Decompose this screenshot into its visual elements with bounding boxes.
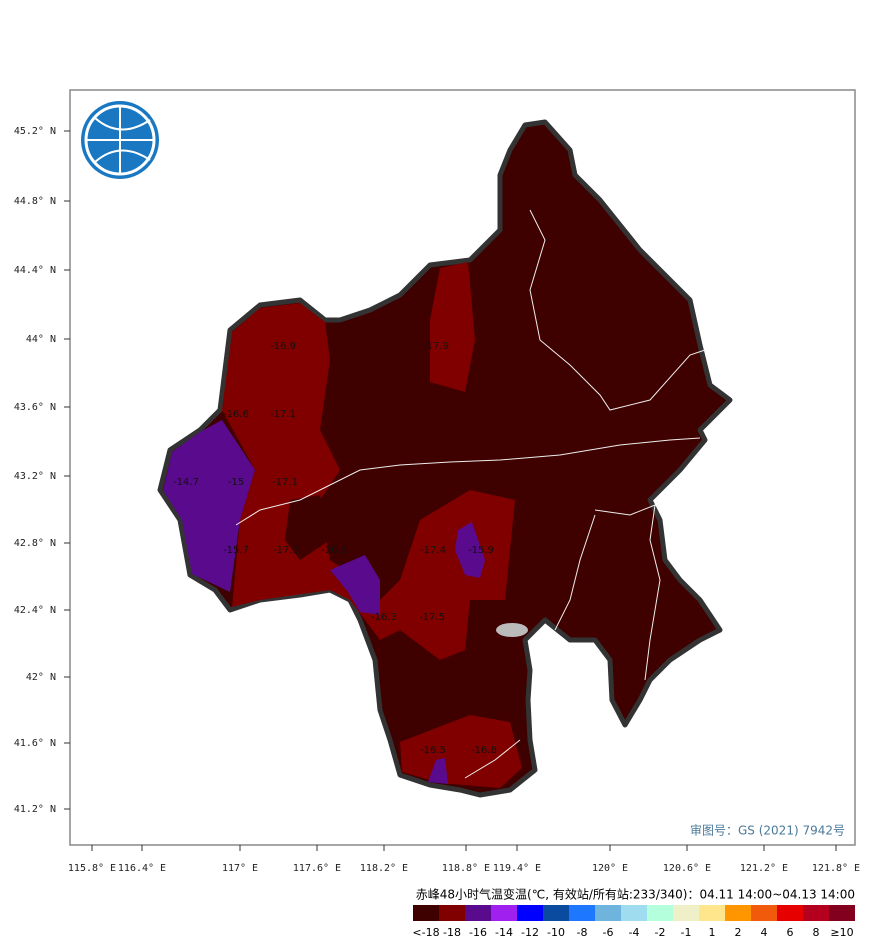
legend-label: <-18: [412, 926, 439, 939]
station-value: -16.9: [321, 545, 347, 556]
lat-label: 43.2° N: [14, 471, 56, 482]
lat-label: 42.8° N: [14, 538, 56, 549]
lat-label: 43.6° N: [14, 402, 56, 413]
region: [157, 119, 733, 798]
legend-label: -2: [655, 926, 666, 939]
legend-label: 8: [813, 926, 820, 939]
legend-label: 2: [735, 926, 742, 939]
legend-label: -14: [495, 926, 513, 939]
legend-label: -4: [629, 926, 640, 939]
lon-label: 120° E: [592, 863, 628, 874]
river: [235, 437, 701, 526]
legend-swatch: [673, 905, 699, 921]
legend-label: -18: [443, 926, 461, 939]
station-value: -17.4: [420, 545, 446, 556]
legend-swatch: [803, 905, 829, 921]
legend-swatch: [413, 905, 439, 921]
station-value: -16.3: [371, 612, 397, 623]
lon-label: 120.6° E: [663, 863, 711, 874]
lat-label: 42.4° N: [14, 605, 56, 616]
station-value: -16.8: [471, 745, 497, 756]
legend-label: -16: [469, 926, 487, 939]
legend-swatch: [647, 905, 673, 921]
lat-label: 41.6° N: [14, 738, 56, 749]
legend-swatch: [725, 905, 751, 921]
lon-label: 117° E: [222, 863, 258, 874]
station-value: -17.1: [272, 477, 298, 488]
legend-swatch: [699, 905, 725, 921]
urban-area: [496, 623, 528, 637]
legend-label: -6: [603, 926, 614, 939]
station-value: -17.9: [423, 341, 449, 352]
station-value: -17.1: [270, 409, 296, 420]
station-value: -16.9: [270, 341, 296, 352]
station-value: -15: [228, 477, 244, 488]
legend-swatch: [777, 905, 803, 921]
river: [554, 514, 596, 631]
station-value: -16.5: [420, 745, 446, 756]
zone-purple: [455, 522, 485, 578]
legend-label: 4: [761, 926, 768, 939]
river: [464, 739, 521, 779]
zone-purple: [163, 420, 255, 592]
lon-label: 115.8° E: [68, 863, 116, 874]
lon-label: 121.8° E: [812, 863, 860, 874]
region-outline: [157, 119, 733, 798]
station-value: -15.7: [223, 545, 249, 556]
logo-lines: [86, 106, 154, 174]
station-value: -17.3: [273, 545, 299, 556]
lon-label: 118.2° E: [360, 863, 408, 874]
lon-label: 119.4° E: [493, 863, 541, 874]
legend-swatch: [465, 905, 491, 921]
legend-swatch: [543, 905, 569, 921]
station-value: -16.6: [223, 409, 249, 420]
legend-label: -12: [521, 926, 539, 939]
river: [594, 504, 661, 681]
lat-label: 44° N: [26, 334, 56, 345]
approval-number: 审图号：GS (2021) 7942号: [690, 823, 845, 838]
legend-swatch: [491, 905, 517, 921]
lat-label: 45.2° N: [14, 126, 56, 137]
lat-label: 42° N: [26, 672, 56, 683]
legend-swatch: [517, 905, 543, 921]
zone-purple: [428, 758, 448, 784]
logo: [81, 101, 159, 179]
legend-swatch: [621, 905, 647, 921]
lon-label: 121.2° E: [740, 863, 788, 874]
station-value: -17.5: [419, 612, 445, 623]
lon-label: 118.8° E: [442, 863, 490, 874]
legend-swatch: [829, 905, 855, 921]
lat-label: 44.4° N: [14, 265, 56, 276]
legend-swatch: [595, 905, 621, 921]
zone-red: [400, 715, 522, 788]
legend-label: ≥10: [830, 926, 853, 939]
legend-label: -1: [681, 926, 692, 939]
lon-label: 117.6° E: [293, 863, 341, 874]
station-value: -15.9: [468, 545, 494, 556]
legend-swatch: [751, 905, 777, 921]
legend-label: 1: [709, 926, 716, 939]
legend-swatch: [439, 905, 465, 921]
lat-label: 44.8° N: [14, 196, 56, 207]
lon-label: 116.4° E: [118, 863, 166, 874]
legend-label: -10: [547, 926, 565, 939]
station-value: -14.7: [173, 477, 199, 488]
zone-dark: [285, 495, 330, 560]
lat-label: 41.2° N: [14, 804, 56, 815]
legend-swatch: [569, 905, 595, 921]
zone-red: [222, 303, 515, 660]
legend-label: -8: [577, 926, 588, 939]
zone-purple: [330, 555, 380, 615]
zone-red: [430, 262, 475, 392]
legend-label: 6: [787, 926, 794, 939]
river: [529, 209, 706, 411]
legend-title: 赤峰48小时气温变温(℃, 有效站/所有站:233/340)：04.11 14:…: [416, 887, 855, 902]
